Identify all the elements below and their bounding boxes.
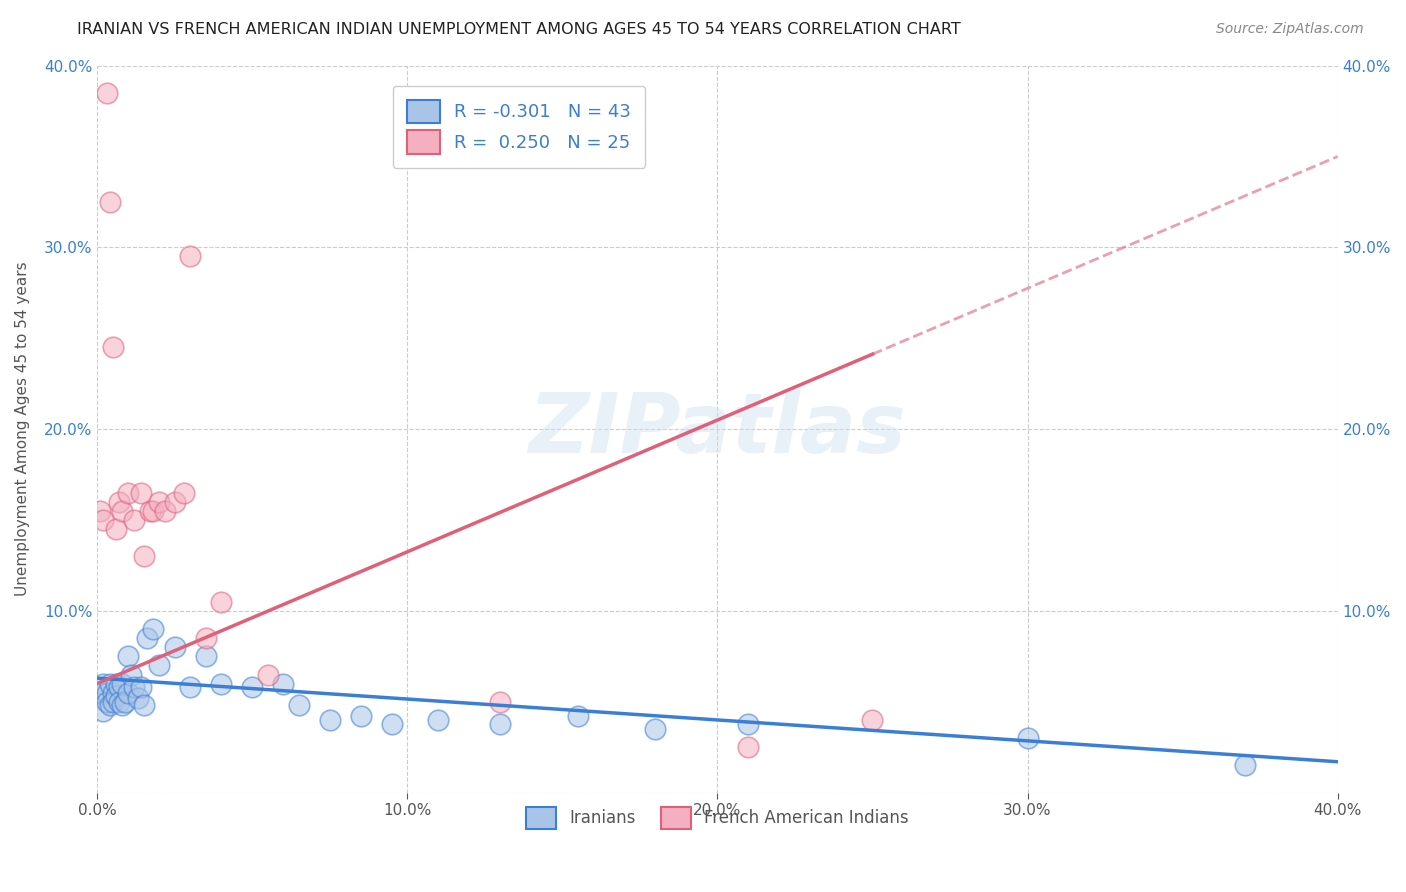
Point xyxy=(96,86,118,100)
Point xyxy=(194,631,217,645)
Point xyxy=(209,595,232,609)
Point xyxy=(104,690,127,704)
Point xyxy=(117,485,139,500)
Point xyxy=(108,680,131,694)
Point xyxy=(489,716,512,731)
Point xyxy=(862,713,884,727)
Point xyxy=(350,709,373,723)
Point xyxy=(124,680,146,694)
Point xyxy=(135,631,157,645)
Point xyxy=(101,695,124,709)
Point xyxy=(93,676,115,690)
Point xyxy=(96,686,118,700)
Point xyxy=(163,495,186,509)
Point xyxy=(132,549,155,564)
Point xyxy=(101,340,124,354)
Point xyxy=(148,495,170,509)
Point xyxy=(1233,758,1256,772)
Point xyxy=(240,680,263,694)
Point xyxy=(89,686,111,700)
Point xyxy=(737,716,759,731)
Point xyxy=(111,676,134,690)
Text: ZIPatlas: ZIPatlas xyxy=(529,389,907,469)
Point xyxy=(155,504,177,518)
Point xyxy=(132,698,155,713)
Point xyxy=(179,680,201,694)
Point xyxy=(381,716,404,731)
Legend: Iranians, French American Indians: Iranians, French American Indians xyxy=(519,800,915,835)
Point xyxy=(129,680,152,694)
Point xyxy=(127,691,149,706)
Point xyxy=(209,676,232,690)
Point xyxy=(288,698,311,713)
Point xyxy=(737,740,759,755)
Point xyxy=(114,695,136,709)
Point xyxy=(142,504,165,518)
Text: Source: ZipAtlas.com: Source: ZipAtlas.com xyxy=(1216,22,1364,37)
Point xyxy=(93,513,115,527)
Point xyxy=(111,504,134,518)
Point xyxy=(104,522,127,536)
Point xyxy=(173,485,195,500)
Text: IRANIAN VS FRENCH AMERICAN INDIAN UNEMPLOYMENT AMONG AGES 45 TO 54 YEARS CORRELA: IRANIAN VS FRENCH AMERICAN INDIAN UNEMPL… xyxy=(77,22,962,37)
Point xyxy=(98,698,121,713)
Point xyxy=(96,695,118,709)
Point xyxy=(148,658,170,673)
Point xyxy=(108,695,131,709)
Point xyxy=(120,667,142,681)
Point xyxy=(194,649,217,664)
Point xyxy=(163,640,186,655)
Point xyxy=(98,194,121,209)
Point xyxy=(117,649,139,664)
Point xyxy=(108,495,131,509)
Point xyxy=(256,667,278,681)
Y-axis label: Unemployment Among Ages 45 to 54 years: Unemployment Among Ages 45 to 54 years xyxy=(15,262,30,597)
Point xyxy=(142,622,165,636)
Point xyxy=(567,709,589,723)
Point xyxy=(1017,731,1039,745)
Point xyxy=(93,704,115,718)
Point xyxy=(179,250,201,264)
Point xyxy=(98,676,121,690)
Point xyxy=(427,713,450,727)
Point xyxy=(271,676,294,690)
Point xyxy=(117,686,139,700)
Point xyxy=(89,504,111,518)
Point xyxy=(101,686,124,700)
Point xyxy=(111,698,134,713)
Point xyxy=(124,513,146,527)
Point xyxy=(129,485,152,500)
Point xyxy=(489,695,512,709)
Point xyxy=(319,713,342,727)
Point xyxy=(104,676,127,690)
Point xyxy=(644,722,666,736)
Point xyxy=(139,504,162,518)
